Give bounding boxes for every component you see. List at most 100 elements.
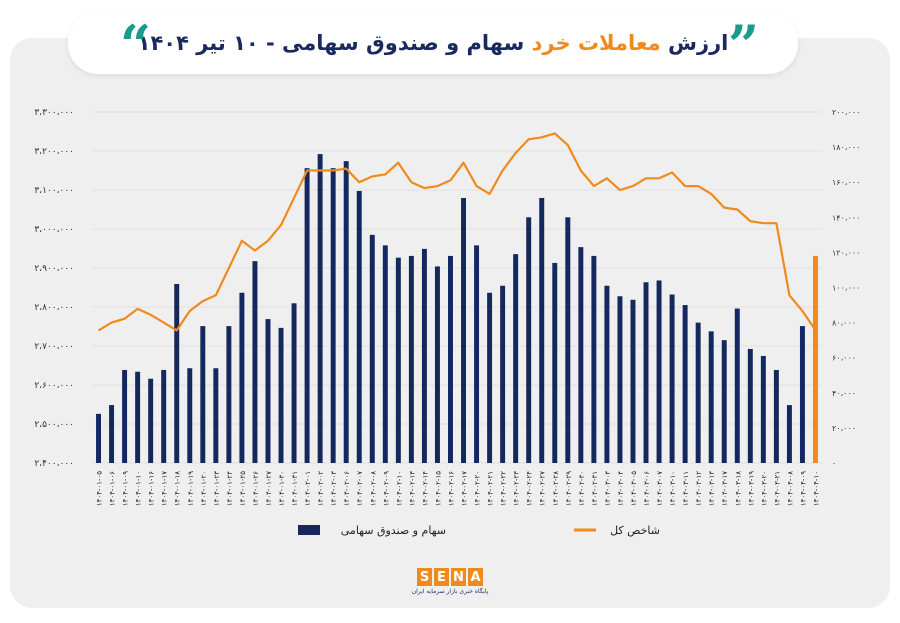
bar xyxy=(760,355,766,463)
bar xyxy=(747,348,753,463)
bar xyxy=(317,154,323,463)
x-tick-label: ۱۴۰۴-۰۳-۲۱ xyxy=(773,471,781,506)
bar xyxy=(708,331,714,463)
x-tick-label: ۱۴۰۴-۰۲-۰۳ xyxy=(330,471,338,506)
x-tick-label: ۱۴۰۴-۰۱-۰۹ xyxy=(122,471,130,506)
bar xyxy=(252,261,258,463)
bar xyxy=(109,405,115,463)
logo-letter: E xyxy=(434,568,449,586)
right-tick-label: ۱۰۰،۰۰۰ xyxy=(832,284,860,293)
right-tick-label: ۱۲۰،۰۰۰ xyxy=(832,248,860,257)
bar xyxy=(148,378,154,463)
x-tick-label: ۱۴۰۴-۰۳-۱۲ xyxy=(695,471,703,506)
x-tick-label: ۱۴۰۴-۰۲-۲۴ xyxy=(526,471,534,506)
bar xyxy=(734,308,740,463)
x-tick-label: ۱۴۰۴-۰۲-۱۵ xyxy=(434,471,442,506)
x-tick-label: ۱۴۰۴-۰۳-۱۰ xyxy=(669,471,677,506)
x-tick-label: ۱۴۰۴-۰۳-۱۳ xyxy=(708,471,716,506)
bar xyxy=(565,217,571,463)
right-tick-label: ۲۰۰،۰۰۰ xyxy=(832,108,860,117)
x-tick-label: ۱۴۰۴-۰۱-۱۰ xyxy=(135,471,143,506)
x-tick-label: ۱۴۰۴-۰۲-۱۷ xyxy=(461,471,469,506)
bar xyxy=(330,168,336,463)
x-tick-label: ۱۴۰۴-۰۱-۲۴ xyxy=(226,471,234,506)
x-tick-label: ۱۴۰۴-۰۱-۳۱ xyxy=(291,471,299,506)
chart-title: ارزش معاملات خرد سهام و صندوق سهامی - ۱۰… xyxy=(138,31,729,55)
right-tick-label: ۱۶۰،۰۰۰ xyxy=(832,178,860,187)
x-tick-label: ۱۴۰۴-۰۱-۲۵ xyxy=(239,471,247,506)
right-tick-label: ۶۰،۰۰۰ xyxy=(832,354,856,363)
left-tick-label: ۳،۰۰۰،۰۰۰ xyxy=(34,225,74,235)
logo-letter: S xyxy=(417,568,432,586)
bar xyxy=(122,369,128,463)
x-tick-label: ۱۴۰۴-۰۲-۱۶ xyxy=(447,471,455,506)
x-tick-label: ۱۴۰۴-۰۲-۲۸ xyxy=(552,471,560,506)
x-tick-label: ۱۴۰۴-۰۱-۱۹ xyxy=(187,471,195,506)
title-tail: سهام و صندوق سهامی - ۱۰ تیر ۱۴۰۴ xyxy=(137,31,532,55)
right-tick-label: ۱۴۰،۰۰۰ xyxy=(832,213,860,222)
x-tick-label: ۱۴۰۴-۰۲-۰۶ xyxy=(343,471,351,506)
x-tick-label: ۱۴۰۴-۰۳-۰۳ xyxy=(604,471,612,506)
bar xyxy=(200,326,206,463)
bar xyxy=(291,303,297,463)
left-tick-label: ۳،۳۰۰،۰۰۰ xyxy=(34,108,74,118)
x-tick-label: ۱۴۰۴-۰۳-۱۹ xyxy=(747,471,755,506)
right-tick-label: ۰ xyxy=(832,459,836,468)
bar xyxy=(813,255,818,463)
bar xyxy=(161,369,167,463)
x-tick-label: ۱۴۰۴-۰۳-۱۷ xyxy=(721,471,729,506)
x-tick-label: ۱۴۰۴-۰۲-۰۷ xyxy=(356,471,364,506)
left-tick-label: ۲،۷۰۰،۰۰۰ xyxy=(34,342,74,352)
x-tick-label: ۱۴۰۴-۰۲-۰۱ xyxy=(304,471,312,506)
x-tick-label: ۱۴۰۴-۰۳-۰۴ xyxy=(617,471,625,506)
bar xyxy=(187,368,193,463)
bar xyxy=(682,305,688,463)
x-tick-label: ۱۴۰۴-۰۲-۲۳ xyxy=(513,471,521,506)
x-tick-label: ۱۴۰۴-۰۳-۰۷ xyxy=(656,471,664,506)
bar xyxy=(799,326,805,463)
bar xyxy=(474,245,480,463)
x-tick-label: ۱۴۰۴-۰۲-۰۲ xyxy=(317,471,325,506)
bar xyxy=(96,413,101,463)
bar xyxy=(630,299,636,463)
bar xyxy=(721,340,727,463)
left-tick-label: ۲،۶۰۰،۰۰۰ xyxy=(34,381,74,391)
x-tick-label: ۱۴۰۴-۰۳-۲۰ xyxy=(760,471,768,506)
bar xyxy=(356,190,362,463)
bar xyxy=(421,248,427,463)
logo-letter: N xyxy=(451,568,466,586)
x-tick-label: ۱۴۰۴-۰۱-۰۵ xyxy=(96,471,104,506)
right-tick-label: ۸۰،۰۰۰ xyxy=(832,319,856,328)
bar xyxy=(174,283,180,463)
x-tick-label: ۱۴۰۴-۰۱-۲۷ xyxy=(265,471,273,506)
logo-letter: A xyxy=(468,568,483,586)
bar xyxy=(135,371,141,463)
bar xyxy=(604,285,610,463)
x-tick-label: ۱۴۰۴-۰۴-۰۸ xyxy=(786,471,794,506)
bar xyxy=(278,327,284,463)
bar xyxy=(786,405,792,463)
x-tick-label: ۱۴۰۴-۰۲-۱۰ xyxy=(395,471,403,506)
bar xyxy=(408,255,414,463)
x-tick-label: ۱۴۰۴-۰۲-۲۱ xyxy=(487,471,495,506)
bar xyxy=(643,282,649,463)
x-tick-label: ۱۴۰۴-۰۱-۲۰ xyxy=(200,471,208,506)
bar xyxy=(265,319,271,463)
legend-label-line: شاخص کل xyxy=(610,524,660,537)
bar xyxy=(695,322,701,463)
x-tick-label: ۱۴۰۴-۰۲-۰۹ xyxy=(382,471,390,506)
right-tick-label: ۱۸۰،۰۰۰ xyxy=(832,143,860,152)
line-series-shakhes xyxy=(97,132,817,332)
bar xyxy=(513,254,519,463)
bar xyxy=(369,234,375,463)
bar xyxy=(526,217,532,463)
x-tick-label: ۱۴۰۴-۰۳-۱۱ xyxy=(682,471,690,506)
x-tick-label: ۱۴۰۴-۰۱-۱۶ xyxy=(148,471,156,506)
bar xyxy=(448,255,453,463)
x-tick-label: ۱۴۰۴-۰۳-۰۶ xyxy=(643,471,651,506)
x-tick-label: ۱۴۰۴-۰۲-۳۰ xyxy=(578,471,586,506)
bar xyxy=(591,255,597,463)
